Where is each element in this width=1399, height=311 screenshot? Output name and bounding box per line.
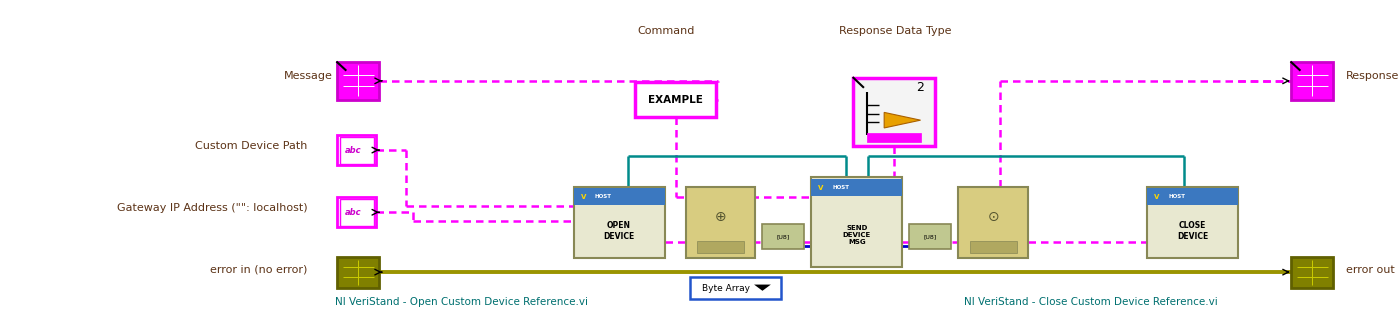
Text: Custom Device Path: Custom Device Path	[196, 141, 308, 151]
FancyBboxPatch shape	[686, 187, 755, 258]
Text: HOST: HOST	[832, 185, 849, 190]
Text: HOST: HOST	[595, 194, 611, 199]
Text: error in (no error): error in (no error)	[210, 265, 308, 275]
FancyBboxPatch shape	[1147, 188, 1238, 205]
FancyBboxPatch shape	[762, 224, 804, 249]
Text: Response: Response	[1346, 71, 1399, 81]
Text: V: V	[818, 184, 824, 191]
FancyBboxPatch shape	[958, 187, 1028, 258]
Text: HOST: HOST	[1168, 194, 1185, 199]
Text: ⊙: ⊙	[988, 210, 999, 224]
FancyBboxPatch shape	[867, 133, 921, 142]
FancyBboxPatch shape	[1291, 62, 1333, 100]
Text: ⊕: ⊕	[715, 210, 726, 224]
FancyBboxPatch shape	[1147, 187, 1238, 258]
FancyBboxPatch shape	[909, 224, 951, 249]
Text: NI VeriStand - Close Custom Device Reference.vi: NI VeriStand - Close Custom Device Refer…	[964, 297, 1219, 307]
Text: [U8]: [U8]	[923, 234, 937, 239]
FancyBboxPatch shape	[970, 241, 1017, 253]
FancyBboxPatch shape	[574, 187, 665, 258]
Polygon shape	[754, 285, 771, 291]
Text: EXAMPLE: EXAMPLE	[648, 95, 704, 104]
Text: Gateway IP Address ("": localhost): Gateway IP Address ("": localhost)	[118, 203, 308, 213]
Polygon shape	[884, 112, 921, 128]
FancyBboxPatch shape	[697, 241, 744, 253]
Text: SEND
DEVICE
MSG: SEND DEVICE MSG	[842, 225, 872, 245]
FancyBboxPatch shape	[337, 62, 379, 100]
Text: Message: Message	[284, 71, 333, 81]
Text: V: V	[581, 194, 586, 200]
FancyBboxPatch shape	[690, 277, 781, 299]
FancyBboxPatch shape	[635, 82, 716, 117]
FancyBboxPatch shape	[1291, 257, 1333, 288]
FancyBboxPatch shape	[853, 78, 935, 146]
Text: NI VeriStand - Open Custom Device Reference.vi: NI VeriStand - Open Custom Device Refere…	[336, 297, 588, 307]
Text: [U8]: [U8]	[776, 234, 790, 239]
FancyBboxPatch shape	[340, 137, 374, 164]
Text: 2: 2	[916, 81, 925, 94]
FancyBboxPatch shape	[811, 177, 902, 267]
Text: Byte Array: Byte Array	[702, 284, 750, 293]
FancyBboxPatch shape	[337, 257, 379, 288]
FancyBboxPatch shape	[340, 199, 374, 226]
Text: Command: Command	[637, 26, 695, 36]
Text: V: V	[1154, 194, 1160, 200]
FancyBboxPatch shape	[337, 135, 376, 165]
FancyBboxPatch shape	[574, 188, 665, 205]
Text: abc: abc	[344, 146, 361, 155]
Text: OPEN
DEVICE: OPEN DEVICE	[603, 221, 635, 241]
FancyBboxPatch shape	[337, 197, 376, 227]
Text: abc: abc	[344, 208, 361, 217]
Text: error out: error out	[1346, 265, 1395, 275]
FancyBboxPatch shape	[811, 179, 902, 196]
Text: CLOSE
DEVICE: CLOSE DEVICE	[1177, 221, 1209, 241]
Text: Response Data Type: Response Data Type	[839, 26, 951, 36]
